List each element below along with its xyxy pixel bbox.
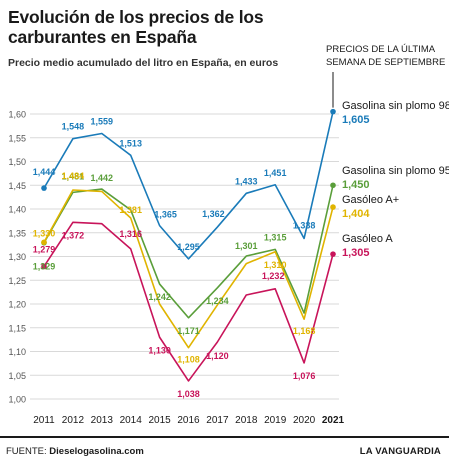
y-axis: 1,00 1,05 1,10 1,15 1,20 1,25 1,30 1,35 1,40 1,45… [8,110,26,405]
data-label: 1,444 [33,167,56,177]
data-label: 1,315 [264,232,287,242]
source-label: FUENTE: [6,446,47,457]
data-label: 1,301 [235,241,258,251]
y-tick-label: 1,60 [8,110,26,120]
data-label: 1,484 [62,171,85,181]
series-line [43,111,334,260]
data-point [330,182,336,189]
data-label: 1,108 [177,355,200,365]
chart-subtitle: Precio medio acumulado del litro en Espa… [8,57,279,69]
data-label: 1,433 [235,176,258,186]
chart-title: Evolución de los precios de los carburan… [8,7,264,47]
data-label: 1,316 [119,229,142,239]
price-date-note: PRECIOS DE LA ÚLTIMA SEMANA DE SEPTIEMBR… [326,44,446,68]
x-tick-label: 2012 [62,415,85,426]
source-credit: FUENTE: Dieselogasolina.com [6,446,144,457]
data-label: 1,513 [119,138,142,148]
data-label: 1,329 [33,262,56,272]
data-point [330,108,336,115]
data-label: 1,234 [206,296,229,306]
data-point [330,251,336,257]
x-tick-label: 2020 [293,415,316,426]
data-label: 1,548 [62,122,85,132]
footer: FUENTE: Dieselogasolina.com LA VANGUARDI… [0,436,449,463]
data-point [41,239,47,246]
y-tick-label: 1,50 [8,157,26,167]
source-name: Dieselogasolina.com [49,446,144,457]
x-tick-label: 2015 [148,415,171,426]
x-tick-label: 2011 [33,415,55,426]
y-tick-label: 1,25 [8,276,26,286]
legend-series-name: Gasolina sin plomo 98 [342,100,449,112]
y-tick-label: 1,35 [8,228,26,238]
y-tick-label: 1,45 [8,181,26,191]
x-tick-label: 2017 [206,415,229,426]
legend-series-name: Gasóleo A [342,233,393,245]
fuel-price-line-chart: 1,00 1,05 1,10 1,15 1,20 1,25 1,30 1,35 1,40 1,45… [8,72,449,426]
x-tick-label: 2018 [235,415,258,426]
y-tick-label: 1,20 [8,300,26,310]
chart-legend: Gasolina sin plomo 98 1,605 Gasolina sin p… [332,72,449,259]
data-label: 1,130 [148,345,171,355]
data-label: 1,481 [62,171,85,181]
legend-series-name: Gasóleo A+ [342,194,399,206]
x-tick-label: 2021 [322,415,345,426]
data-label: 1,168 [293,326,316,336]
data-label: 1,381 [119,205,142,215]
data-label: 1,279 [33,244,56,254]
series-line [43,221,334,382]
chart-series-lines [41,108,336,382]
data-point [41,263,47,270]
publisher-brand: LA VANGUARDIA [359,446,441,457]
data-label: 1,295 [177,242,200,252]
x-tick-label: 2014 [120,415,143,426]
data-point [41,185,47,191]
data-label: 1,076 [293,371,316,381]
data-label: 1,310 [264,260,287,270]
x-tick-label: 2019 [264,415,287,426]
y-tick-label: 1,00 [8,395,26,405]
data-label: 1,232 [262,271,285,281]
data-label: 1,365 [154,210,177,220]
data-label: 1,451 [264,168,287,178]
legend-last-value: 1,450 [342,179,370,191]
chart-data-labels: 1,444 1,548 1,559 1,513 1,365 1,295 1,362 1,433… [33,116,316,398]
data-label: 1,038 [177,389,200,399]
data-label: 1,362 [202,209,225,219]
x-tick-label: 2016 [177,415,200,426]
chart-gridlines [30,113,339,400]
data-point [330,204,336,210]
y-tick-label: 1,40 [8,205,26,215]
y-tick-label: 1,30 [8,252,26,262]
x-axis: 2011 2012 2013 2014 2015 2016 2017 2018 2019 2020… [33,415,344,426]
data-label: 1,372 [62,230,85,240]
legend-last-value: 1,605 [342,114,370,126]
data-label: 1,442 [91,173,114,183]
legend-series-name: Gasolina sin plomo 95 [342,165,449,177]
legend-last-value: 1,404 [342,208,370,220]
x-tick-label: 2013 [91,415,114,426]
data-label: 1,242 [148,292,171,302]
y-tick-label: 1,10 [8,347,26,357]
legend-last-value: 1,305 [342,247,370,259]
data-label: 1,120 [206,351,229,361]
data-label: 1,338 [293,220,316,230]
series-line [43,189,334,349]
y-tick-label: 1,15 [8,323,26,333]
y-tick-label: 1,05 [8,371,26,381]
data-label: 1,330 [33,228,56,238]
data-label: 1,559 [91,116,114,126]
data-label: 1,171 [177,326,200,336]
y-tick-label: 1,55 [8,133,26,143]
